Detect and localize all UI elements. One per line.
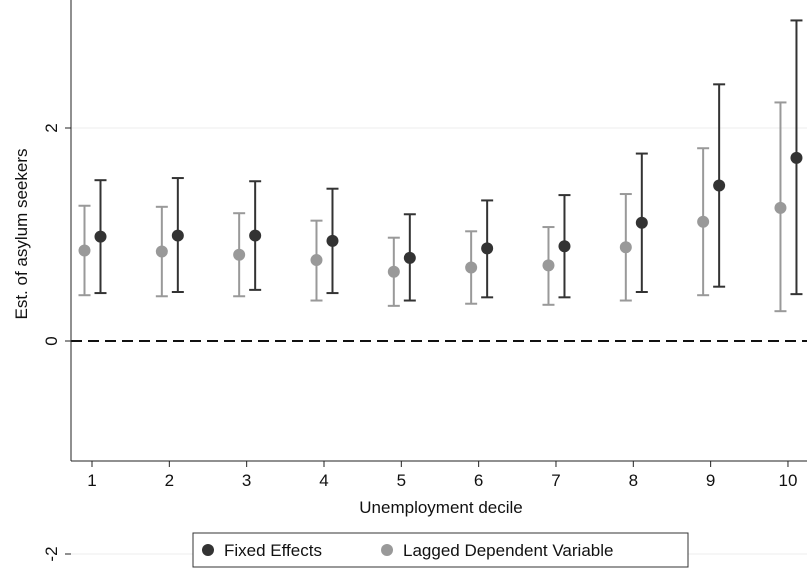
legend-label-fixed-effects: Fixed Effects: [224, 541, 322, 560]
x-tick-label: 9: [706, 471, 715, 490]
data-series: [78, 19, 803, 313]
point-fixed-effects-7: [558, 240, 571, 253]
point-lagged-dependent-variable-1: [78, 244, 91, 257]
series-lagged-dependent-variable: [78, 101, 787, 313]
point-fixed-effects-9: [713, 179, 726, 192]
axes: -2024612345678910: [42, 0, 807, 562]
x-tick-label: 2: [165, 471, 174, 490]
x-tick-label: 7: [551, 471, 560, 490]
x-tick-label: 4: [319, 471, 328, 490]
x-tick-label: 8: [629, 471, 638, 490]
y-tick-label: 0: [42, 336, 61, 345]
point-lagged-dependent-variable-3: [233, 248, 246, 261]
x-tick-label: 3: [242, 471, 251, 490]
series-fixed-effects: [94, 19, 803, 302]
point-fixed-effects-4: [326, 234, 339, 247]
point-fixed-effects-5: [403, 251, 416, 264]
x-axis-title: Unemployment decile: [359, 498, 522, 517]
x-tick-label: 6: [474, 471, 483, 490]
point-fixed-effects-2: [171, 229, 184, 242]
x-tick-label: 10: [779, 471, 798, 490]
point-lagged-dependent-variable-7: [542, 259, 555, 272]
y-tick-label: 2: [42, 123, 61, 132]
legend-box: [192, 532, 689, 568]
legend-label-lagged-dependent-variable: Lagged Dependent Variable: [403, 541, 613, 560]
x-tick-label: 1: [87, 471, 96, 490]
x-tick-label: 5: [397, 471, 406, 490]
y-tick-label: -2: [42, 546, 61, 561]
y-axis-title: Est. of asylum seekers: [12, 148, 31, 319]
point-lagged-dependent-variable-10: [774, 201, 787, 214]
legend: Fixed Effects Lagged Dependent Variable: [192, 532, 689, 568]
legend-marker-lagged-dependent-variable: [381, 544, 393, 556]
point-fixed-effects-6: [481, 242, 494, 255]
point-fixed-effects-10: [790, 151, 803, 164]
point-lagged-dependent-variable-9: [697, 215, 710, 228]
point-lagged-dependent-variable-6: [465, 261, 478, 274]
point-fixed-effects-8: [635, 216, 648, 229]
point-fixed-effects-1: [94, 230, 107, 243]
point-fixed-effects-3: [249, 229, 262, 242]
point-lagged-dependent-variable-5: [387, 265, 400, 278]
legend-marker-fixed-effects: [202, 544, 214, 556]
point-lagged-dependent-variable-4: [310, 254, 323, 267]
point-lagged-dependent-variable-8: [619, 241, 632, 254]
point-lagged-dependent-variable-2: [155, 245, 168, 258]
